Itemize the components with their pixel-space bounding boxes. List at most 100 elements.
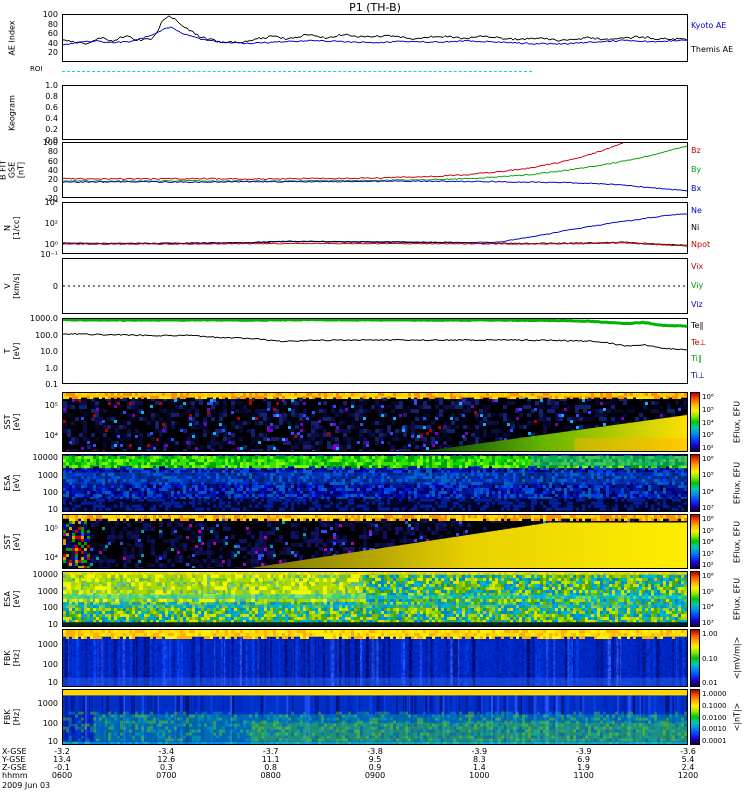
panel-bfit bbox=[62, 142, 688, 198]
ytick-sst-elec: 10⁴ bbox=[44, 552, 58, 562]
ytick-sst-ion: 10⁵ bbox=[44, 401, 58, 411]
roi-line bbox=[62, 71, 532, 72]
colorbar-sst-elec bbox=[690, 514, 700, 569]
colorbar-tick: 1.0000 bbox=[702, 690, 727, 698]
legend-t-1: Te⊥ bbox=[691, 337, 707, 347]
colorbar-tick: 1.00 bbox=[702, 630, 718, 638]
roi-label: ROI bbox=[30, 65, 43, 73]
xaxis-val: 11.1 bbox=[261, 755, 280, 764]
ytick-t: 1000.0 bbox=[30, 314, 58, 323]
panel-keogram bbox=[62, 85, 688, 140]
panel-canvas-bfit bbox=[63, 143, 687, 197]
xaxis-time-val: 0700 bbox=[156, 771, 177, 780]
colorbar-tick: 10⁵ bbox=[702, 526, 714, 535]
ytick-keogram: 0.0 bbox=[45, 136, 58, 145]
panel-n bbox=[62, 202, 688, 254]
ylabel-line: ESA bbox=[3, 475, 12, 491]
ylabel-line: GSE bbox=[7, 161, 17, 179]
panel-esa-elec bbox=[62, 571, 688, 627]
ytick-t: 1.0 bbox=[45, 363, 58, 373]
ytick-sst-elec: 10⁵ bbox=[44, 523, 58, 533]
ytick-keogram: 1.0 bbox=[45, 81, 58, 90]
ylabel-line: SST bbox=[3, 414, 12, 430]
colorbar-tick: 10⁴ bbox=[702, 538, 714, 546]
xaxis-row-label-2: Z-GSE bbox=[2, 763, 27, 772]
xaxis-val: 0.3 bbox=[159, 763, 173, 772]
xaxis-val: 5.4 bbox=[681, 755, 695, 764]
legend-t-2: Ti∥ bbox=[691, 354, 702, 364]
colorbar-tick: 10⁴ bbox=[702, 603, 714, 612]
panel-canvas-fbk-b bbox=[63, 690, 687, 744]
ylabel-line: ESA bbox=[3, 591, 12, 607]
panel-ylabel-esa-elec: ESA [eV] bbox=[3, 591, 21, 608]
ytick-ae: 40 bbox=[47, 38, 58, 48]
colorbar-esa-ion bbox=[690, 454, 700, 512]
legend-t-3: Ti⊥ bbox=[691, 370, 705, 380]
legend-n-2: Npot bbox=[691, 240, 711, 250]
colorbar-tick: 0.0010 bbox=[702, 725, 727, 734]
ytick-keogram: 0.6 bbox=[45, 103, 58, 112]
panel-ae bbox=[62, 14, 688, 62]
ylabel-line: Keogram bbox=[7, 94, 17, 131]
xaxis-val: 8.3 bbox=[472, 755, 486, 764]
ylabel-line: V bbox=[3, 283, 12, 289]
ytick-fbk-e: 100 bbox=[42, 659, 58, 669]
panel-sst-elec bbox=[62, 514, 688, 569]
xaxis-val: 9.5 bbox=[368, 755, 382, 764]
ytick-bfit: 0 bbox=[52, 184, 58, 194]
legend-ae-0: Kyoto AE bbox=[691, 21, 727, 30]
colorbar-tick: 10³ bbox=[702, 549, 714, 558]
panel-canvas-fbk-e bbox=[63, 630, 687, 686]
xaxis-time-val: 0600 bbox=[51, 771, 73, 780]
legend-bfit-0: Bz bbox=[691, 146, 701, 156]
xaxis-val: 0.9 bbox=[368, 763, 382, 772]
xaxis-time-val: 1100 bbox=[573, 771, 594, 780]
panel-ylabel-fbk-b: FBK [Hz] bbox=[3, 709, 21, 725]
panel-canvas-n bbox=[63, 203, 687, 253]
xaxis-val: -3.7 bbox=[262, 747, 279, 756]
ytick-ae: 60 bbox=[47, 29, 58, 39]
ytick-bfit: -20 bbox=[44, 194, 58, 203]
xaxis-val: -3.8 bbox=[367, 747, 383, 756]
legend-bfit-2: Bx bbox=[691, 183, 702, 193]
ylabel-line: SST bbox=[3, 533, 12, 550]
ytick-esa-ion: 10000 bbox=[32, 453, 58, 463]
ylabel-line: N bbox=[3, 225, 12, 231]
ytick-t: 100.0 bbox=[35, 330, 58, 340]
ytick-fbk-b: 100 bbox=[42, 718, 58, 728]
xaxis-date: 2009 Jun 03 bbox=[2, 781, 51, 790]
panel-fbk-e bbox=[62, 629, 688, 687]
ytick-n: 10⁰ bbox=[44, 239, 58, 249]
ytick-fbk-b: 10 bbox=[47, 736, 58, 746]
colorbar-tick: 0.10 bbox=[702, 654, 718, 663]
xaxis-val: -3.9 bbox=[575, 747, 592, 756]
xaxis-val: -0.1 bbox=[54, 763, 70, 772]
ytick-n: 10⁻¹ bbox=[40, 250, 58, 259]
colorbar-tick: 0.1000 bbox=[702, 701, 727, 710]
xaxis-time-label: hhmm bbox=[2, 771, 28, 780]
colorbar-tick: 10⁴ bbox=[702, 487, 714, 496]
panel-ylabel-ae: AE Index bbox=[8, 20, 17, 55]
ylabel-line: B FIT bbox=[0, 160, 8, 180]
panel-canvas-sst-ion bbox=[63, 393, 687, 451]
panel-ylabel-sst-ion: SST [eV] bbox=[3, 414, 21, 431]
ylabel-line: FBK bbox=[3, 709, 12, 725]
ytick-esa-elec: 10 bbox=[47, 619, 58, 629]
ytick-ae: 100 bbox=[42, 10, 58, 19]
colorbar-tick: 10³ bbox=[702, 431, 714, 440]
ytick-bfit: 60 bbox=[47, 156, 58, 166]
ytick-esa-elec: 10000 bbox=[32, 570, 58, 580]
ytick-n: 10² bbox=[44, 218, 58, 228]
legend-v-0: Vix bbox=[691, 262, 704, 272]
colorbar-tick: 0.01 bbox=[702, 679, 718, 687]
ytick-v: 0 bbox=[52, 282, 58, 291]
colorbar-label-fbk-b: <|nT|> bbox=[732, 702, 742, 732]
ytick-t: 10.0 bbox=[40, 347, 58, 356]
xaxis-val: -3.6 bbox=[680, 747, 696, 756]
legend-n-0: Ne bbox=[691, 205, 702, 215]
legend-t-0: Te∥ bbox=[691, 321, 704, 331]
panel-canvas-ae bbox=[63, 15, 687, 61]
colorbar-esa-elec bbox=[690, 571, 700, 627]
xaxis-row-label-1: Y-GSE bbox=[2, 755, 26, 764]
